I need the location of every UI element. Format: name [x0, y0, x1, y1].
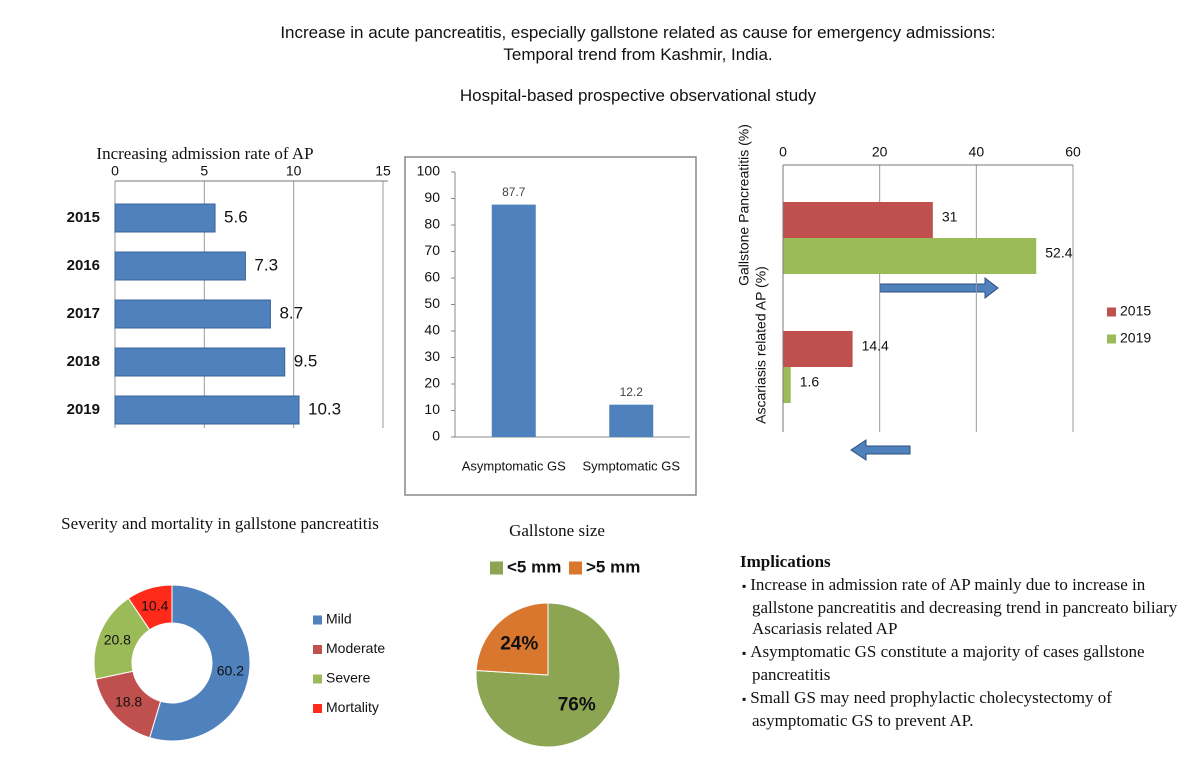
y-tick-label: 50 — [424, 295, 440, 311]
y-category-label: 2016 — [67, 257, 100, 274]
legend-swatch — [1107, 334, 1116, 344]
value-label: 52.4 — [1045, 245, 1072, 261]
legend-label: Mortality — [326, 699, 379, 715]
bar — [783, 331, 853, 367]
value-label: 60.2 — [217, 662, 244, 678]
value-label: 24% — [500, 633, 538, 654]
arrow-right — [879, 276, 999, 300]
chart-title: Severity and mortality in gallstone panc… — [61, 514, 379, 533]
x-tick-label: 40 — [969, 144, 985, 160]
bar — [114, 251, 246, 281]
legend-label: 2019 — [1120, 330, 1151, 346]
value-label: 10.4 — [141, 597, 168, 613]
y-category-label: Ascariasis related AP (%) — [753, 266, 769, 424]
implications-list: Increase in admission rate of AP mainly … — [740, 574, 1190, 731]
bar — [114, 395, 300, 425]
y-category-label: 2017 — [67, 305, 100, 322]
page-title: Increase in acute pancreatitis, especial… — [280, 23, 996, 64]
value-label: 31 — [942, 209, 958, 225]
value-label: 18.8 — [115, 694, 142, 710]
y-tick-label: 70 — [424, 242, 440, 258]
slice — [127, 584, 173, 631]
chart-title: Gallstone size — [509, 521, 605, 540]
value-label: 76% — [558, 695, 596, 716]
implication: Increase in admission rate of AP mainly … — [740, 574, 1190, 639]
bar — [783, 367, 791, 403]
x-tick-label: 0 — [111, 163, 119, 179]
value-label: 14.4 — [862, 338, 889, 354]
value-label: 10.3 — [308, 399, 341, 418]
value-label: 1.6 — [800, 374, 820, 390]
y-tick-label: 40 — [424, 322, 440, 338]
slice — [149, 584, 251, 742]
x-category-label: Asymptomatic GS — [462, 458, 566, 473]
y-tick-label: 80 — [424, 216, 440, 232]
legend-swatch — [313, 704, 322, 713]
legend-swatch — [490, 561, 503, 575]
legend-label: 2015 — [1120, 303, 1151, 319]
y-tick-label: 20 — [424, 375, 440, 391]
legend-swatch — [313, 645, 322, 654]
legend-swatch — [569, 561, 582, 575]
legend-label: <5 mm — [507, 557, 561, 576]
chart-frame — [404, 156, 697, 496]
y-tick-label: 90 — [424, 189, 440, 205]
page-subtitle: Hospital-based prospective observational… — [459, 86, 817, 105]
legend-label: Moderate — [326, 640, 385, 656]
implication: Small GS may need prophylactic cholecyst… — [740, 687, 1190, 731]
bar — [609, 404, 654, 437]
y-category-label: 2019 — [67, 401, 100, 418]
y-category-label: Gallstone Pancreatitis (%) — [736, 124, 752, 286]
y-category-label: 2015 — [67, 209, 100, 226]
legend-label: Severe — [326, 670, 371, 686]
y-tick-label: 10 — [424, 401, 440, 417]
y-tick-label: 100 — [417, 163, 441, 179]
bar — [114, 347, 286, 377]
legend-label: >5 mm — [586, 557, 640, 576]
x-tick-label: 60 — [1065, 144, 1081, 160]
x-tick-label: 15 — [375, 163, 391, 179]
arrow-left — [850, 439, 911, 461]
x-tick-label: 20 — [872, 144, 888, 160]
legend-swatch — [313, 615, 322, 625]
value-label: 5.6 — [224, 207, 248, 226]
value-label: 7.3 — [254, 255, 278, 274]
implications-title: Implications — [740, 552, 831, 571]
y-tick-label: 0 — [432, 428, 440, 444]
bar — [783, 238, 1037, 274]
bar — [114, 203, 216, 233]
chart-title: Increasing admission rate of AP — [96, 144, 313, 163]
x-tick-label: 0 — [779, 144, 787, 160]
implications: Implications Increase in admission rate … — [740, 551, 1190, 733]
slice — [475, 602, 549, 676]
implication: Asymptomatic GS constitute a majority of… — [740, 641, 1190, 685]
value-label: 20.8 — [104, 632, 131, 648]
bar — [783, 202, 933, 238]
legend-swatch — [313, 674, 322, 684]
bar — [114, 299, 271, 329]
y-tick-label: 60 — [424, 269, 440, 285]
value-label: 12.2 — [620, 385, 644, 399]
value-label: 8.7 — [279, 303, 303, 322]
y-tick-label: 30 — [424, 348, 440, 364]
value-label: 87.7 — [502, 185, 526, 199]
y-category-label: 2018 — [67, 353, 100, 370]
value-label: 9.5 — [294, 351, 318, 370]
legend-swatch — [1107, 307, 1116, 317]
x-tick-label: 10 — [286, 163, 302, 179]
bar — [491, 204, 536, 437]
x-tick-label: 5 — [200, 163, 208, 179]
x-category-label: Symptomatic GS — [582, 458, 680, 473]
legend-label: Mild — [326, 611, 352, 627]
